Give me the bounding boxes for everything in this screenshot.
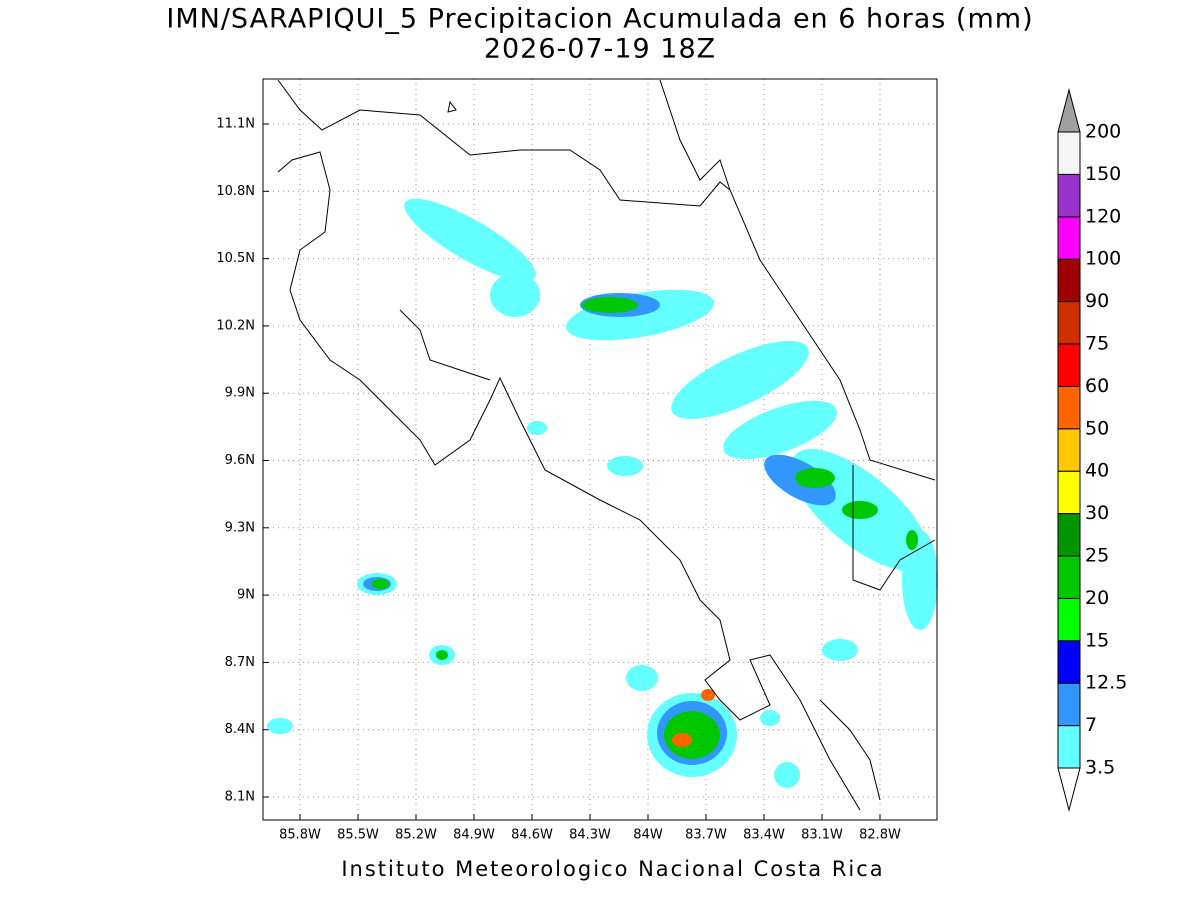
colorbar-label: 150 bbox=[1085, 163, 1121, 185]
colorbar-label: 75 bbox=[1085, 333, 1109, 355]
map-frame bbox=[262, 78, 938, 821]
lat-label: 10.2N bbox=[216, 318, 255, 333]
subtitle: 2026-07-19 18Z bbox=[484, 34, 716, 65]
colorbar-box bbox=[1057, 385, 1081, 430]
colorbar-box bbox=[1057, 725, 1081, 769]
precipitation bbox=[267, 198, 938, 788]
colorbar-label: 7 bbox=[1085, 714, 1097, 736]
colorbar-label: 50 bbox=[1085, 417, 1109, 439]
lat-label: 9N bbox=[237, 588, 255, 603]
colorbar-box bbox=[1057, 513, 1081, 557]
coastline bbox=[277, 79, 936, 811]
lon-label: 84.3W bbox=[569, 828, 611, 843]
lat-label: 10.5N bbox=[216, 251, 255, 266]
colorbar-box bbox=[1057, 682, 1081, 727]
colorbar-box bbox=[1057, 555, 1081, 599]
colorbar-label: 15 bbox=[1085, 629, 1109, 651]
lat-label: 9.6N bbox=[225, 453, 255, 468]
colorbar-box bbox=[1057, 640, 1081, 684]
lon-label: 85.5W bbox=[337, 828, 379, 843]
colorbar-label: 12.5 bbox=[1085, 672, 1127, 694]
lat-label: 8.4N bbox=[225, 722, 255, 737]
colorbar-bottom bbox=[1057, 767, 1081, 812]
lat-label: 8.1N bbox=[225, 790, 255, 805]
colorbar-box bbox=[1057, 470, 1081, 515]
colorbar-label: 3.5 bbox=[1085, 757, 1115, 779]
colorbar-box bbox=[1057, 301, 1081, 345]
lat-label: 9.9N bbox=[225, 386, 255, 401]
colorbar-label: 30 bbox=[1085, 502, 1109, 524]
colorbar-box bbox=[1057, 258, 1081, 303]
grid: 11.1N 10.8N 10.5N 10.2N 9.9N 9.6N 9.3N 9N 8.7N 8.… bbox=[216, 79, 937, 843]
lon-label: 85.2W bbox=[395, 828, 437, 843]
lat-label: 9.3N bbox=[225, 520, 255, 535]
colorbar-label: 120 bbox=[1085, 205, 1121, 227]
lon-label: 83.4W bbox=[743, 828, 785, 843]
colorbar-box bbox=[1057, 597, 1081, 642]
colorbar-box bbox=[1057, 131, 1081, 175]
credit: Instituto Meteorologico Nacional Costa R… bbox=[341, 857, 884, 881]
colorbar-top bbox=[1057, 88, 1081, 133]
lon-label: 85.8W bbox=[279, 828, 321, 843]
colorbar-box bbox=[1057, 428, 1081, 472]
colorbar-label: 40 bbox=[1085, 460, 1109, 482]
colorbar-label: 90 bbox=[1085, 290, 1109, 312]
colorbar-box bbox=[1057, 173, 1081, 218]
lat-label: 10.8N bbox=[216, 184, 255, 199]
colorbar-label: 20 bbox=[1085, 587, 1109, 609]
colorbar-box bbox=[1057, 216, 1081, 260]
lon-label: 83.1W bbox=[801, 828, 843, 843]
lon-label: 84W bbox=[633, 828, 663, 843]
colorbar-label: 60 bbox=[1085, 375, 1109, 397]
lon-label: 84.6W bbox=[511, 828, 553, 843]
lon-label: 84.9W bbox=[453, 828, 495, 843]
lon-label: 83.7W bbox=[685, 828, 727, 843]
lon-label: 82.8W bbox=[859, 828, 901, 843]
colorbar-box bbox=[1057, 343, 1081, 387]
lat-label: 11.1N bbox=[216, 117, 255, 132]
colorbar-label: 200 bbox=[1085, 121, 1121, 143]
title: IMN/SARAPIQUI_5 Precipitacion Acumulada … bbox=[166, 4, 1033, 35]
colorbar-label: 25 bbox=[1085, 545, 1109, 567]
colorbar: 3.5 7 12.5 15 20 25 30 40 50 60 75 90 100 120 150 200 bbox=[1057, 88, 1127, 812]
lat-label: 8.7N bbox=[225, 655, 255, 670]
colorbar-label: 100 bbox=[1085, 248, 1121, 270]
